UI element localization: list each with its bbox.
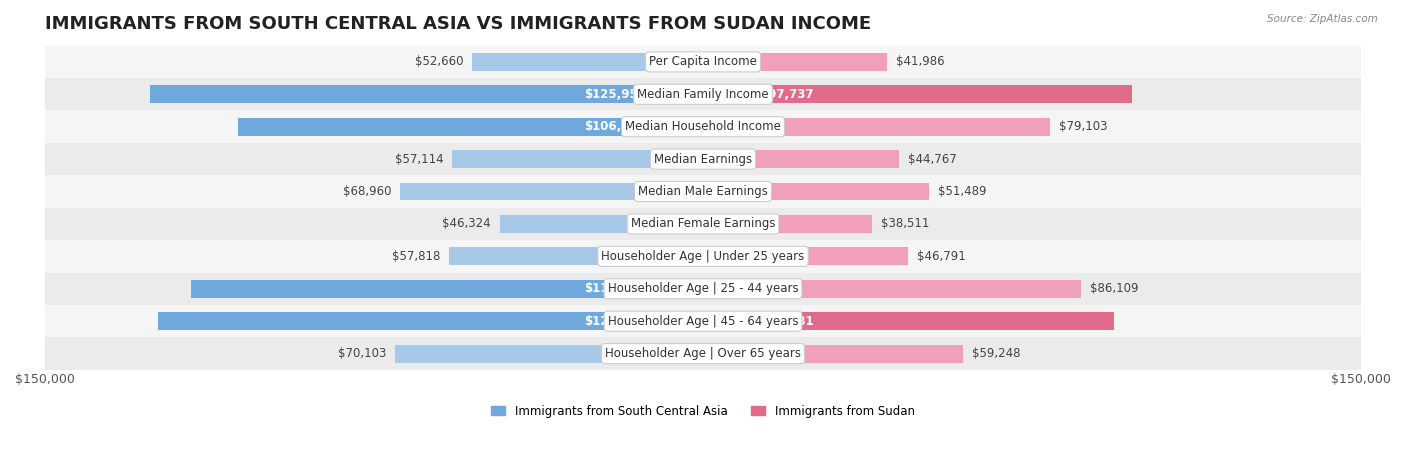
Text: $38,511: $38,511 [880, 218, 929, 230]
Text: Householder Age | 25 - 44 years: Householder Age | 25 - 44 years [607, 282, 799, 295]
FancyBboxPatch shape [45, 46, 1361, 78]
Bar [191, 280, 655, 297]
Bar [751, 53, 887, 71]
Text: $59,248: $59,248 [972, 347, 1021, 360]
FancyBboxPatch shape [45, 111, 1361, 143]
FancyBboxPatch shape [45, 78, 1361, 111]
Bar [499, 215, 655, 233]
Text: Median Family Income: Median Family Income [637, 88, 769, 101]
Legend: Immigrants from South Central Asia, Immigrants from Sudan: Immigrants from South Central Asia, Immi… [486, 400, 920, 422]
FancyBboxPatch shape [45, 305, 1361, 338]
FancyBboxPatch shape [45, 175, 1361, 208]
Text: $97,737: $97,737 [761, 88, 814, 101]
Text: $70,103: $70,103 [339, 347, 387, 360]
Text: $46,791: $46,791 [917, 250, 966, 263]
Text: Median Earnings: Median Earnings [654, 153, 752, 166]
Text: Householder Age | Under 25 years: Householder Age | Under 25 years [602, 250, 804, 263]
Bar [751, 85, 1132, 103]
Bar [238, 118, 655, 135]
FancyBboxPatch shape [45, 143, 1361, 175]
Text: $125,956: $125,956 [583, 88, 645, 101]
Bar [751, 118, 1050, 135]
Bar [751, 215, 872, 233]
Text: Median Female Earnings: Median Female Earnings [631, 218, 775, 230]
FancyBboxPatch shape [45, 273, 1361, 305]
Text: $46,324: $46,324 [443, 218, 491, 230]
Text: Householder Age | 45 - 64 years: Householder Age | 45 - 64 years [607, 315, 799, 328]
Bar [401, 183, 655, 200]
Text: $86,109: $86,109 [1090, 282, 1137, 295]
Text: Median Household Income: Median Household Income [626, 120, 780, 133]
Bar [751, 183, 929, 200]
Text: Householder Age | Over 65 years: Householder Age | Over 65 years [605, 347, 801, 360]
Text: $68,960: $68,960 [343, 185, 392, 198]
Bar [453, 150, 655, 168]
Text: $106,057: $106,057 [585, 120, 645, 133]
Bar [751, 312, 1115, 330]
FancyBboxPatch shape [45, 240, 1361, 273]
Text: $52,660: $52,660 [415, 56, 463, 68]
Bar [751, 345, 963, 362]
Text: $51,489: $51,489 [938, 185, 986, 198]
Text: Per Capita Income: Per Capita Income [650, 56, 756, 68]
Bar [472, 53, 655, 71]
Bar [395, 345, 655, 362]
FancyBboxPatch shape [45, 338, 1361, 370]
Text: $116,626: $116,626 [583, 282, 645, 295]
FancyBboxPatch shape [45, 208, 1361, 240]
Text: Median Male Earnings: Median Male Earnings [638, 185, 768, 198]
Bar [751, 280, 1081, 297]
Text: $124,188: $124,188 [583, 315, 645, 328]
Text: $41,986: $41,986 [896, 56, 945, 68]
Bar [450, 248, 655, 265]
Bar [159, 312, 655, 330]
Text: $44,767: $44,767 [908, 153, 957, 166]
Text: IMMIGRANTS FROM SOUTH CENTRAL ASIA VS IMMIGRANTS FROM SUDAN INCOME: IMMIGRANTS FROM SOUTH CENTRAL ASIA VS IM… [45, 15, 872, 33]
Text: $93,781: $93,781 [761, 315, 814, 328]
Text: $57,818: $57,818 [392, 250, 440, 263]
Text: $57,114: $57,114 [395, 153, 444, 166]
Bar [751, 248, 908, 265]
Text: Source: ZipAtlas.com: Source: ZipAtlas.com [1267, 14, 1378, 24]
Text: $79,103: $79,103 [1059, 120, 1108, 133]
Bar [150, 85, 655, 103]
Bar [751, 150, 900, 168]
